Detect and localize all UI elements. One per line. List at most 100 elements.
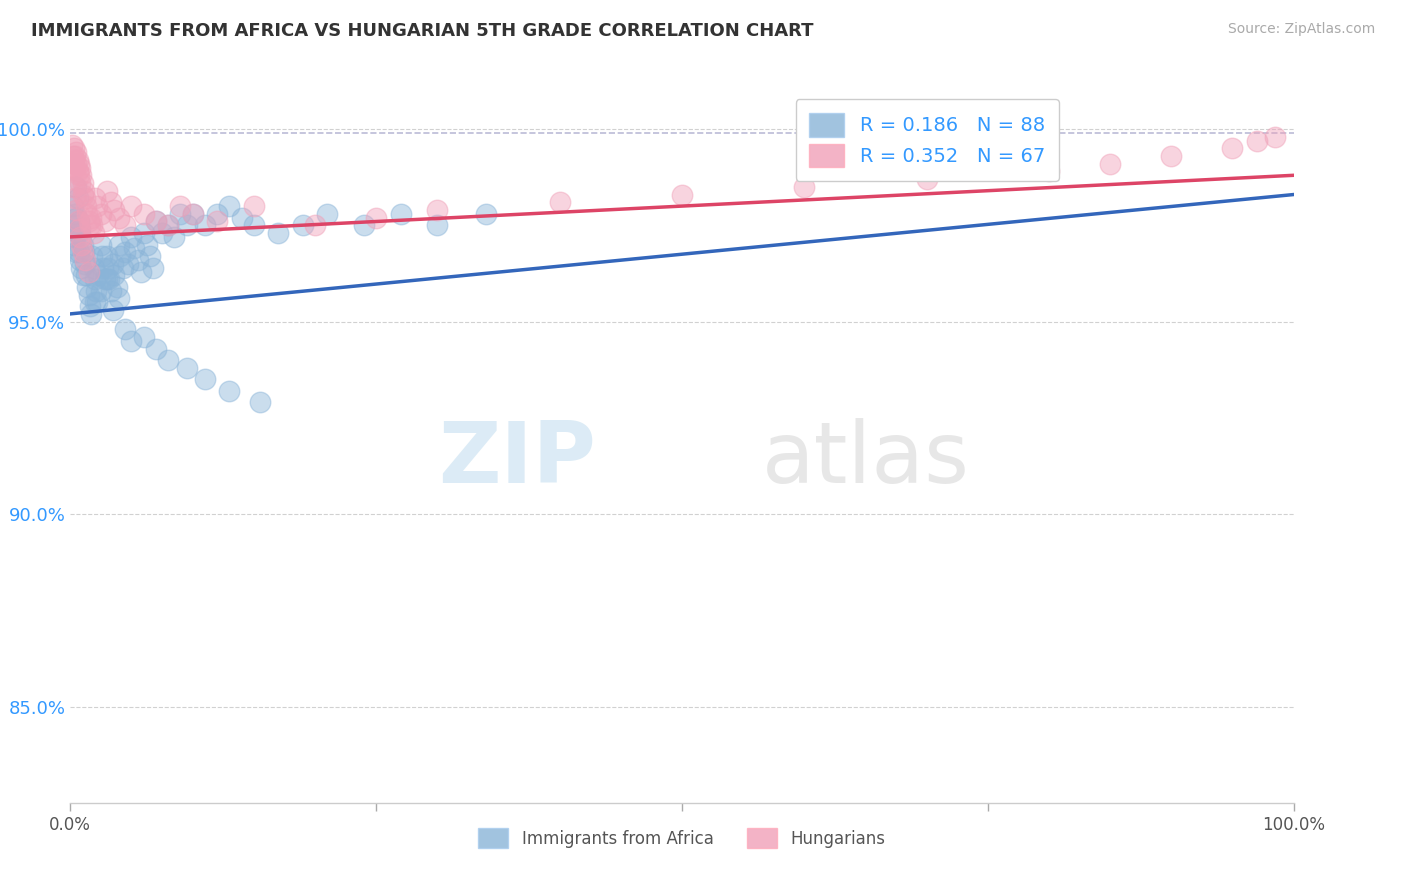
- Point: [353, 219, 375, 233]
- Point: [67, 169, 90, 183]
- Point: [671, 187, 693, 202]
- Point: [96, 184, 118, 198]
- Point: [163, 230, 186, 244]
- Point: [136, 237, 159, 252]
- Point: [121, 334, 143, 348]
- Point: [304, 219, 326, 233]
- Point: [72, 245, 94, 260]
- Point: [96, 272, 118, 286]
- Point: [316, 207, 339, 221]
- Point: [65, 211, 87, 225]
- Point: [73, 257, 96, 271]
- Point: [70, 230, 93, 244]
- Point: [205, 214, 228, 228]
- Point: [77, 264, 100, 278]
- Point: [67, 222, 90, 236]
- Point: [97, 260, 120, 275]
- Point: [181, 207, 204, 221]
- Point: [80, 211, 103, 225]
- Point: [67, 245, 90, 260]
- Point: [63, 230, 86, 244]
- Point: [1264, 129, 1286, 144]
- Point: [82, 219, 104, 233]
- Point: [157, 219, 180, 233]
- Point: [75, 268, 97, 283]
- Point: [67, 214, 90, 228]
- Point: [108, 292, 131, 306]
- Point: [63, 141, 86, 155]
- Point: [793, 179, 815, 194]
- Point: [80, 307, 103, 321]
- Point: [66, 153, 89, 167]
- Point: [132, 330, 155, 344]
- Point: [63, 179, 86, 194]
- Point: [176, 219, 198, 233]
- Point: [389, 207, 412, 221]
- Point: [145, 342, 167, 356]
- Point: [91, 249, 114, 263]
- Point: [169, 199, 191, 213]
- Point: [157, 219, 180, 233]
- Point: [103, 268, 125, 283]
- Text: IMMIGRANTS FROM AFRICA VS HUNGARIAN 5TH GRADE CORRELATION CHART: IMMIGRANTS FROM AFRICA VS HUNGARIAN 5TH …: [31, 22, 814, 40]
- Point: [249, 395, 271, 409]
- Point: [75, 199, 97, 213]
- Point: [100, 195, 122, 210]
- Point: [69, 252, 91, 267]
- Point: [83, 295, 105, 310]
- Point: [90, 237, 112, 252]
- Point: [73, 191, 96, 205]
- Point: [65, 179, 87, 194]
- Point: [111, 260, 134, 275]
- Point: [114, 219, 136, 233]
- Point: [108, 211, 131, 225]
- Point: [63, 237, 86, 252]
- Point: [150, 226, 173, 240]
- Point: [194, 372, 217, 386]
- Point: [145, 214, 167, 228]
- Point: [91, 260, 114, 275]
- Point: [72, 268, 94, 283]
- Point: [66, 226, 89, 240]
- Point: [1220, 141, 1243, 155]
- Point: [129, 264, 152, 278]
- Point: [121, 230, 143, 244]
- Point: [63, 153, 86, 167]
- Point: [243, 219, 266, 233]
- Point: [157, 353, 180, 368]
- Point: [1246, 134, 1268, 148]
- Point: [96, 249, 118, 263]
- Legend: Immigrants from Africa, Hungarians: Immigrants from Africa, Hungarians: [470, 820, 894, 856]
- Point: [291, 219, 314, 233]
- Point: [63, 149, 86, 163]
- Point: [243, 199, 266, 213]
- Point: [101, 257, 124, 271]
- Point: [63, 219, 86, 233]
- Point: [69, 222, 91, 236]
- Point: [90, 207, 112, 221]
- Point: [181, 207, 204, 221]
- Point: [915, 172, 938, 186]
- Point: [77, 214, 100, 228]
- Point: [108, 237, 131, 252]
- Text: ZIP: ZIP: [439, 417, 596, 500]
- Point: [114, 322, 136, 336]
- Point: [426, 202, 449, 217]
- Point: [70, 260, 93, 275]
- Point: [122, 242, 145, 256]
- Point: [82, 249, 104, 263]
- Point: [101, 303, 124, 318]
- Point: [67, 157, 90, 171]
- Point: [83, 226, 105, 240]
- Point: [69, 230, 91, 244]
- Point: [83, 191, 105, 205]
- Point: [83, 272, 105, 286]
- Point: [63, 191, 86, 205]
- Point: [69, 176, 91, 190]
- Point: [62, 199, 84, 213]
- Point: [1160, 149, 1182, 163]
- Point: [60, 137, 83, 152]
- Point: [84, 284, 107, 298]
- Point: [73, 245, 96, 260]
- Point: [426, 219, 449, 233]
